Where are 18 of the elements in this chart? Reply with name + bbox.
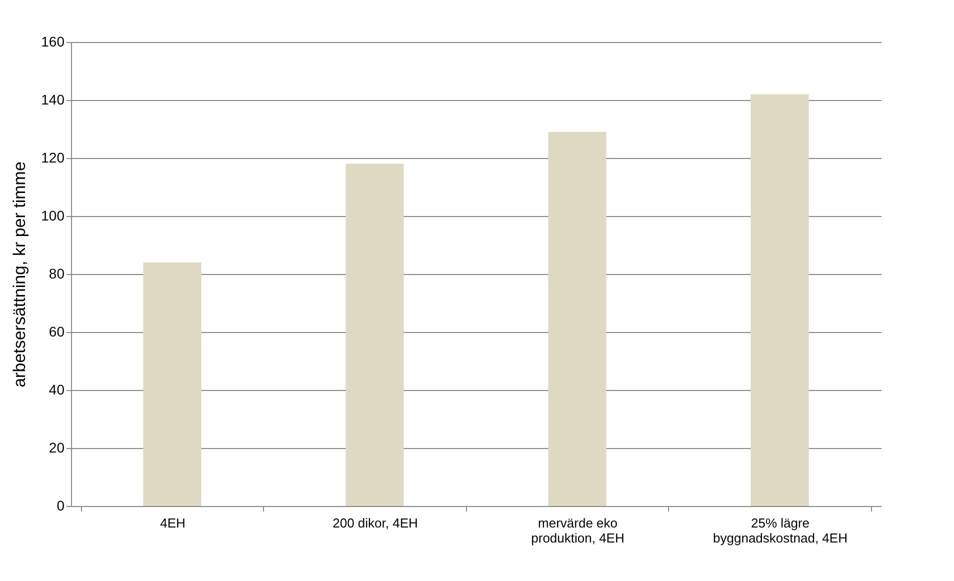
x-tick-label: 200 dikor, 4EH (332, 516, 418, 530)
y-tick-label: 20 (48, 440, 65, 456)
y-tick-label: 80 (48, 266, 65, 282)
x-tick-label: mervärde eko produktion, 4EH (531, 516, 624, 546)
bar (548, 132, 606, 506)
y-tick-label: 0 (56, 498, 65, 514)
x-tick-label: 4EH (160, 516, 186, 530)
y-tick-label: 60 (48, 324, 65, 340)
y-tick-label: 40 (48, 382, 65, 398)
bar (346, 164, 404, 506)
y-tick-label: 100 (41, 208, 65, 224)
y-tick-label: 160 (41, 34, 65, 50)
y-axis-title: arbetsersättning, kr per timme (10, 162, 30, 388)
y-tick-label: 120 (41, 150, 65, 166)
bar (750, 94, 809, 506)
bar (143, 262, 202, 506)
y-tick-label: 140 (41, 92, 65, 108)
x-tick-label: 25% lägre byggnadskostnad, 4EH (713, 516, 848, 546)
